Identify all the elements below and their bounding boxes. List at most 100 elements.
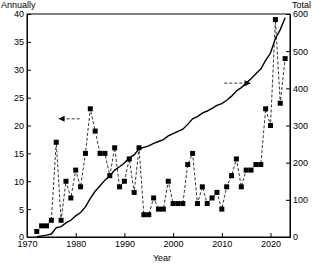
tick-label: 0	[293, 232, 298, 242]
tick-label: 20	[14, 121, 24, 131]
marker	[253, 162, 258, 167]
tick: 5	[19, 205, 31, 215]
tick-label: 1990	[115, 239, 135, 249]
tick-label: 5	[19, 205, 24, 215]
tick-mark	[286, 126, 290, 127]
tick-mark	[27, 98, 31, 99]
marker	[161, 207, 166, 212]
marker	[54, 140, 59, 145]
tick-mark	[27, 181, 31, 182]
marker	[166, 179, 171, 184]
plot: 1970198019902000201020200510152025303540…	[14, 9, 308, 249]
marks	[34, 17, 287, 237]
tick-label: 30	[14, 65, 24, 75]
marker	[98, 151, 103, 156]
marker	[224, 184, 229, 189]
marker	[68, 195, 73, 200]
tick-label: 2000	[164, 239, 184, 249]
tick: 15	[14, 149, 31, 159]
tick: 500	[286, 47, 308, 57]
axis-arrow	[59, 116, 80, 122]
tick-mark	[286, 200, 290, 201]
marker	[214, 190, 219, 195]
marker	[34, 229, 39, 234]
tick: 0	[286, 232, 298, 242]
tick-mark	[27, 153, 31, 154]
tick-mark	[76, 233, 77, 237]
marker	[156, 207, 161, 212]
tick: 30	[14, 65, 31, 75]
tick-mark	[222, 233, 223, 237]
marker	[88, 106, 93, 111]
x-axis-title: Year	[153, 253, 171, 263]
marker	[210, 195, 215, 200]
tick-label: 15	[14, 149, 24, 159]
x-axis: 197019801990200020102020	[17, 233, 290, 249]
tick-label: 10	[14, 177, 24, 187]
tick: 1980	[66, 233, 86, 249]
marker	[132, 190, 137, 195]
marker	[283, 56, 288, 61]
marker	[122, 179, 127, 184]
arrow-head	[59, 116, 65, 122]
tick: 25	[14, 93, 31, 103]
marker	[195, 201, 200, 206]
marker	[278, 101, 283, 106]
tick-label: 300	[293, 121, 308, 131]
tick: 2010	[212, 233, 232, 249]
tick: 300	[286, 121, 308, 131]
marker	[73, 168, 78, 173]
tick-mark	[27, 14, 31, 15]
tick-label: 2020	[261, 239, 281, 249]
plot-frame	[27, 14, 290, 237]
y-axis-title: Annually	[1, 0, 36, 10]
tick-mark	[286, 14, 290, 15]
marker	[263, 106, 268, 111]
tick: 2020	[261, 233, 281, 249]
tick-mark	[271, 233, 272, 237]
tick: 10	[14, 177, 31, 187]
tick-label: 40	[14, 9, 24, 19]
tick-mark	[27, 42, 31, 43]
marker	[244, 168, 249, 173]
marker	[249, 168, 254, 173]
tick: 40	[14, 9, 31, 19]
tick-label: 600	[293, 9, 308, 19]
marker	[102, 151, 107, 156]
tick: 35	[14, 37, 31, 47]
tick: 600	[286, 9, 308, 19]
marker	[268, 123, 273, 128]
marker	[258, 162, 263, 167]
series-line	[37, 20, 285, 232]
marker	[239, 184, 244, 189]
marker	[59, 218, 64, 223]
tick: 20	[14, 121, 31, 131]
y2-axis-title: Total	[292, 0, 311, 10]
marker	[219, 207, 224, 212]
marker	[229, 173, 234, 178]
axis-line	[290, 15, 291, 238]
chart: 1970198019902000201020200510152025303540…	[0, 0, 312, 265]
tick-mark	[173, 233, 174, 237]
tick-mark	[286, 237, 290, 238]
tick: 1990	[115, 233, 135, 249]
marker	[200, 184, 205, 189]
axis-line	[28, 237, 291, 238]
marker	[44, 223, 49, 228]
tick-label: 25	[14, 93, 24, 103]
marker	[49, 218, 54, 223]
marker	[234, 156, 239, 161]
tick-label: 100	[293, 195, 308, 205]
tick-label: 0	[19, 232, 24, 242]
tick-label: 2010	[212, 239, 232, 249]
tick: 200	[286, 158, 308, 168]
tick-label: 400	[293, 84, 308, 94]
marker	[93, 129, 98, 134]
tick-label: 1980	[66, 239, 86, 249]
marker	[83, 151, 88, 156]
series-line	[37, 18, 285, 237]
tick-mark	[27, 209, 31, 210]
tick: 2000	[164, 233, 184, 249]
marker	[273, 17, 278, 22]
y2-axis: 0 100 200 300 400 500 600	[286, 9, 308, 242]
